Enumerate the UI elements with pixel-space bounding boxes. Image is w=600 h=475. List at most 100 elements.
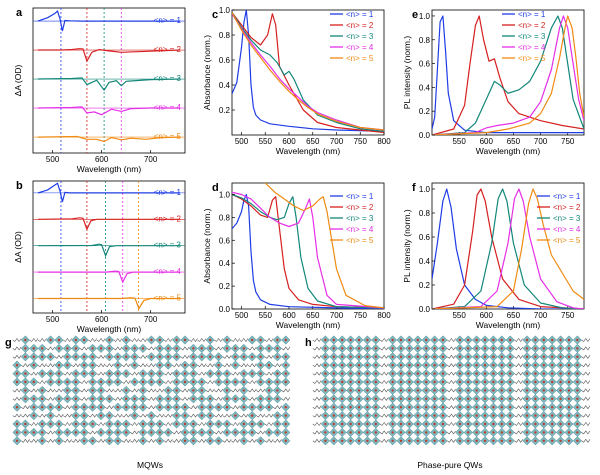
legend-entry: <n> = 4 [154,267,182,276]
series-line [432,15,584,135]
legend-entry: <n> = 1 [346,10,374,19]
series-line [37,48,181,63]
x-tick-label: 600 [282,311,296,320]
legend-entry: <n> = 5 [518,54,546,63]
legend-entry: <n> = 3 [346,214,374,223]
legend-entry: <n> = 5 [553,236,581,245]
panel-label: g [5,337,12,349]
diagram-caption: MQWs [137,460,163,470]
crystal-structure [12,335,291,446]
plot-area [232,183,384,309]
legend-entry: <n> = 2 [154,45,182,54]
y-axis-label: Absorbance (norm.) [202,208,212,283]
y-tick-label: 0.4 [219,81,231,90]
legend-entry: <n> = 3 [154,241,182,250]
panel-c: c 500 550 600 650 700 750 800 Wavelength (nm) Abs… [202,6,391,156]
diagram-caption: Phase-pure QWs [417,460,482,470]
plot-area [33,181,185,313]
plot-frame [231,182,385,310]
x-tick-label: 600 [95,155,109,164]
x-tick-label: 500 [235,137,249,146]
legend-entry: <n> = 1 [154,188,182,197]
x-axis-label: Wavelength (nm) [476,320,541,330]
panel-e: e 550 600 650 700 750 Wavelength (nm) PL intens… [402,9,585,156]
y-tick-label: 0.2 [419,107,431,116]
panel-h: h Phase-pure QWs [305,335,591,470]
x-tick-label: 550 [452,137,466,146]
series-line [232,193,384,309]
y-axis-label: PL intensity (norm.) [402,209,412,283]
legend-entry: <n> = 2 [518,21,546,30]
panel-label: e [412,9,418,21]
y-tick-label: 1.0 [219,190,231,199]
x-axis-label: Wavelength (nm) [276,320,341,330]
y-tick-label: 0.6 [419,60,431,69]
series-line [37,270,181,284]
legend-entry: <n> = 3 [518,32,546,41]
series-line [432,15,584,135]
legend-entry: <n> = 4 [553,225,581,234]
plot-frame [431,182,585,310]
y-tick-label: 1.0 [219,6,231,15]
legend-entry: <n> = 1 [346,192,374,201]
y-tick-label: 0.8 [219,31,231,40]
series-line [432,188,584,309]
y-tick-label: 0.8 [419,209,431,218]
panel-g: g MQWs [5,335,291,470]
series-line [432,188,584,309]
plot-area [432,188,584,309]
x-tick-label: 700 [330,137,344,146]
legend-entry: <n> = 2 [553,203,581,212]
y-tick-label: 0.0 [419,305,431,314]
x-tick-label: 500 [46,315,60,324]
x-tick-label: 800 [377,311,391,320]
x-axis-label: Wavelength (nm) [476,146,541,156]
y-tick-label: 0.0 [219,305,231,314]
panel-label: c [212,9,218,21]
legend-entry: <n> = 2 [154,214,182,223]
y-axis-label: Absorbance (norm.) [202,35,212,110]
x-tick-label: 600 [282,137,296,146]
panel-d: d 500 550 600 650 700 750 800 Wavelength (nm) Abs… [202,182,391,330]
series-line [37,77,181,92]
series-line [232,193,384,309]
y-tick-label: 0.2 [219,106,231,115]
series-line [432,188,584,309]
panel-label: b [16,180,23,192]
legend-entry: <n> = 5 [346,54,374,63]
series-line [432,15,584,135]
series-line [432,188,584,309]
plot-frame [32,7,186,154]
x-tick-label: 650 [507,311,521,320]
x-tick-label: 500 [235,311,249,320]
y-tick-label: 0.2 [419,281,431,290]
panel-f: f 550 600 650 700 750 Wavelength (nm) PL intens… [402,182,585,330]
panel-label: h [305,337,312,349]
x-tick-label: 500 [46,155,60,164]
x-axis-label: Wavelength (nm) [77,164,142,174]
plot-area [33,8,185,153]
legend-entry: <n> = 3 [553,214,581,223]
legend-entry: <n> = 4 [154,103,182,112]
series-line [37,106,181,116]
x-tick-label: 600 [480,137,494,146]
legend-entry: <n> = 4 [346,43,374,52]
series-line [232,12,384,132]
x-tick-label: 700 [330,311,344,320]
series-line [232,12,384,131]
plot-frame [32,180,186,314]
x-axis-label: Wavelength (nm) [77,324,142,334]
legend-entry: <n> = 5 [346,236,374,245]
x-tick-label: 600 [95,315,109,324]
x-tick-label: 750 [561,311,575,320]
plot-area [432,15,584,135]
plot-frame [231,9,385,136]
y-tick-label: 0.4 [419,83,431,92]
legend-entry: <n> = 1 [154,16,182,25]
y-tick-label: 0.4 [219,259,231,268]
y-tick-label: 0.0 [419,131,431,140]
series-line [232,193,384,309]
x-tick-label: 600 [480,311,494,320]
series-line [37,10,181,32]
